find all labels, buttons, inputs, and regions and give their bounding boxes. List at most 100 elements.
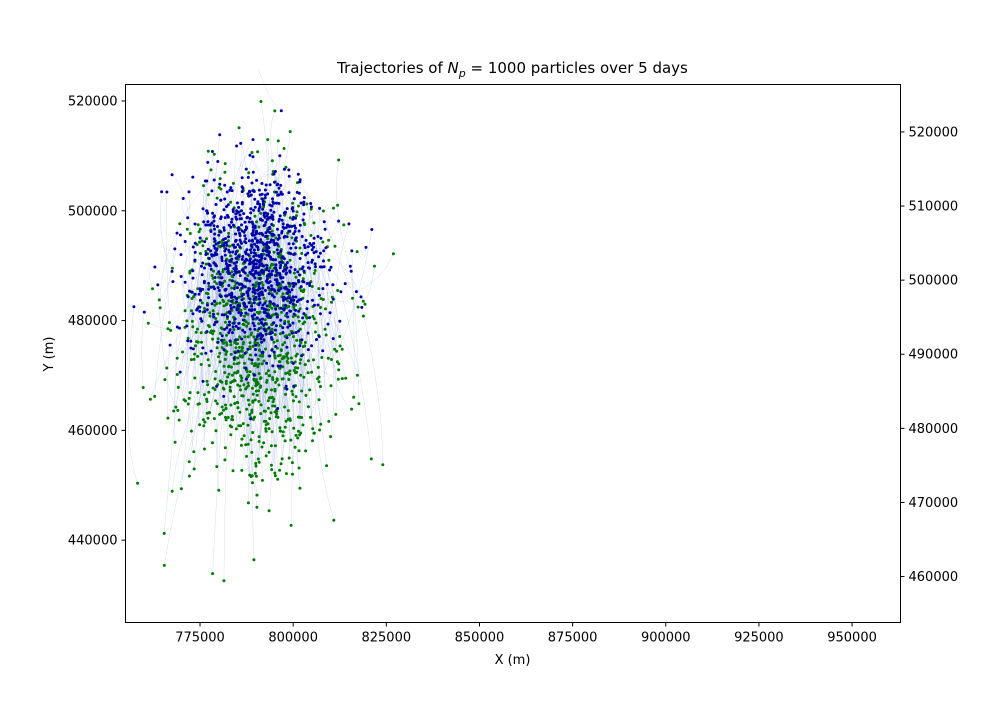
start-point	[370, 228, 373, 231]
trajectory-line	[142, 312, 145, 387]
end-point	[261, 362, 264, 365]
start-point	[313, 304, 316, 307]
end-point	[263, 420, 266, 423]
start-point	[321, 287, 324, 290]
start-point	[249, 207, 252, 210]
start-point	[224, 260, 227, 263]
start-point	[246, 259, 249, 262]
start-point	[187, 295, 190, 298]
start-point	[259, 218, 262, 221]
start-point	[234, 233, 237, 236]
end-point	[214, 388, 217, 391]
start-point	[298, 230, 301, 233]
end-point	[256, 150, 259, 153]
end-point	[245, 408, 248, 411]
start-point	[258, 327, 261, 330]
end-point	[268, 427, 271, 430]
end-point	[249, 354, 252, 357]
start-point	[203, 267, 206, 270]
start-point	[232, 244, 235, 247]
start-point	[199, 287, 202, 290]
end-point	[284, 393, 287, 396]
end-point	[240, 469, 243, 472]
end-point	[207, 324, 210, 327]
end-point	[224, 358, 227, 361]
end-point	[330, 358, 333, 361]
end-point	[227, 232, 230, 235]
start-point	[212, 285, 215, 288]
y-tick-label: 480000	[68, 314, 118, 329]
start-point	[244, 221, 247, 224]
start-point	[260, 322, 263, 325]
end-point	[289, 130, 292, 133]
start-point	[302, 312, 305, 315]
end-point	[337, 378, 340, 381]
start-point	[223, 313, 226, 316]
start-point	[234, 216, 237, 219]
start-point	[292, 216, 295, 219]
end-point	[230, 287, 233, 290]
start-point	[211, 212, 214, 215]
start-point	[258, 261, 261, 264]
end-point	[381, 463, 384, 466]
start-point	[312, 246, 315, 249]
start-point	[210, 350, 213, 353]
end-point	[191, 320, 194, 323]
start-point	[285, 346, 288, 349]
end-point	[252, 558, 255, 561]
end-point	[251, 151, 254, 154]
y-tick-label: 520000	[68, 94, 118, 109]
end-point	[257, 400, 260, 403]
start-point	[228, 264, 231, 267]
start-point	[224, 216, 227, 219]
start-point	[256, 241, 259, 244]
end-point	[185, 319, 188, 322]
end-point	[298, 449, 301, 452]
start-point	[250, 305, 253, 308]
end-point	[292, 427, 295, 430]
start-point	[266, 212, 269, 215]
start-point	[237, 304, 240, 307]
start-point	[229, 312, 232, 315]
end-point	[238, 126, 241, 129]
start-point	[220, 257, 223, 260]
start-point	[261, 351, 264, 354]
start-point	[235, 145, 238, 148]
start-point	[232, 306, 235, 309]
start-point	[270, 284, 273, 287]
start-point	[259, 277, 262, 280]
trajectory-line	[167, 345, 170, 418]
start-point	[244, 352, 247, 355]
end-point	[270, 307, 273, 310]
end-point	[223, 171, 226, 174]
start-point	[188, 190, 191, 193]
end-point	[307, 371, 310, 374]
end-point	[302, 376, 305, 379]
end-point	[271, 376, 274, 379]
end-point	[268, 417, 271, 420]
end-point	[216, 197, 219, 200]
start-point	[272, 202, 275, 205]
end-point	[247, 171, 250, 174]
start-point	[247, 195, 250, 198]
end-point	[228, 245, 231, 248]
start-point	[248, 298, 251, 301]
start-point	[252, 322, 255, 325]
end-point	[203, 448, 206, 451]
end-point	[263, 360, 266, 363]
start-point	[323, 265, 326, 268]
end-point	[302, 277, 305, 280]
end-point	[218, 352, 221, 355]
end-point	[264, 410, 267, 413]
end-point	[198, 230, 201, 233]
end-point	[176, 373, 179, 376]
end-point	[285, 472, 288, 475]
start-point	[260, 197, 263, 200]
end-point	[163, 532, 166, 535]
end-point	[252, 393, 255, 396]
start-point	[316, 235, 319, 238]
end-point	[307, 405, 310, 408]
end-point	[332, 519, 335, 522]
end-point	[289, 259, 292, 262]
start-point	[235, 338, 238, 341]
